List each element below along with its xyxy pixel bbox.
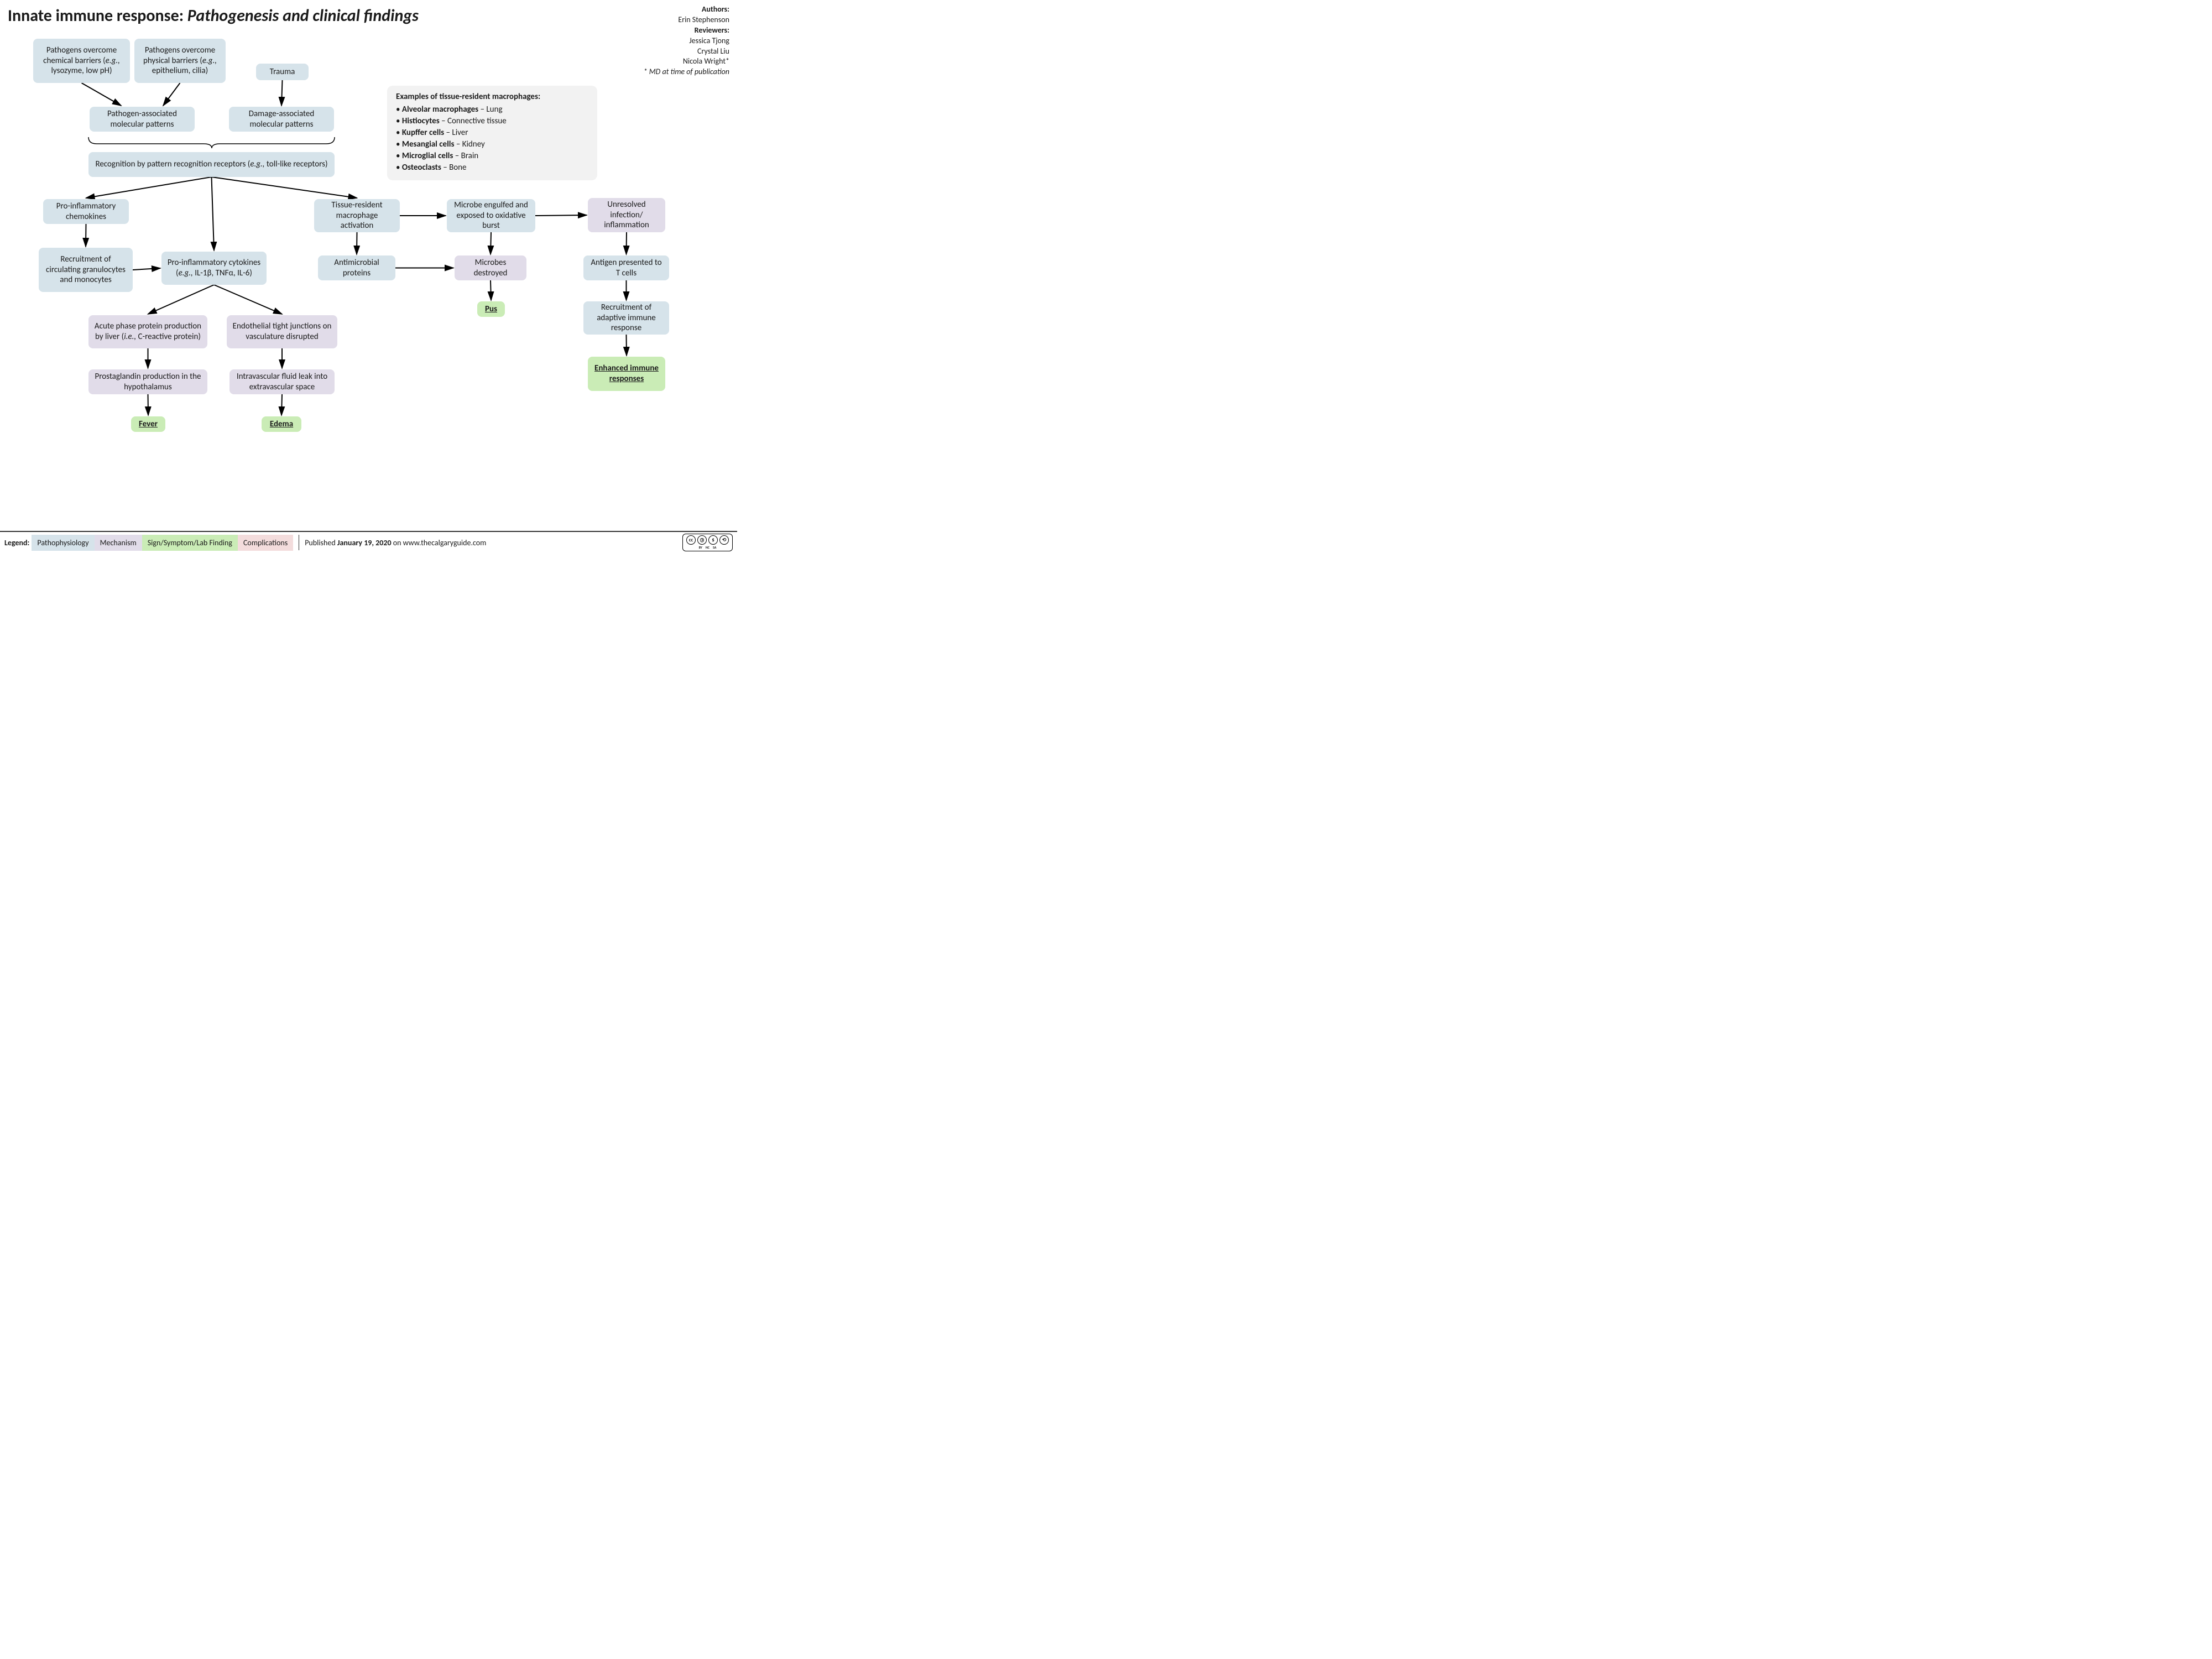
macro-item: Mesangial cells – Kidney bbox=[396, 139, 588, 150]
legend-item: Pathophysiology bbox=[32, 535, 94, 551]
flow-node-n9: Pro-inflammatory cytokines (e.g., IL-1β,… bbox=[161, 252, 267, 285]
flow-node-n24: Edema bbox=[262, 416, 301, 432]
flow-node-n14: Pus bbox=[477, 301, 505, 317]
macro-title: Examples of tissue-resident macrophages: bbox=[396, 91, 588, 103]
legend-item: Complications bbox=[238, 535, 293, 551]
published-info: Published January 19, 2020 on www.thecal… bbox=[305, 538, 486, 547]
title-sub: Pathogenesis and clinical findings bbox=[187, 6, 419, 26]
macro-item: Osteoclasts – Bone bbox=[396, 162, 588, 174]
macro-item: Microglial cells – Brain bbox=[396, 150, 588, 162]
cc-license-badge: cc 🄯 $ ⟲ BYNCSA bbox=[682, 534, 733, 551]
macrophage-examples-box: Examples of tissue-resident macrophages:… bbox=[387, 86, 597, 180]
flow-node-n1: Pathogens overcome chemical barriers (e.… bbox=[33, 39, 130, 83]
flow-node-n15: Unresolved infection/ inflammation bbox=[588, 198, 665, 232]
flow-node-n10: Tissue-resident macrophage activation bbox=[314, 199, 400, 232]
authors-header: Authors: bbox=[644, 4, 729, 15]
nc-icon: $ bbox=[708, 535, 718, 545]
reviewers-header: Reviewers: bbox=[644, 25, 729, 36]
reviewer-name: Crystal Liu bbox=[644, 46, 729, 57]
flow-node-n16: Antigen presented to T cells bbox=[583, 255, 669, 280]
reviewer-name: Nicola Wright* bbox=[644, 56, 729, 67]
sa-icon: ⟲ bbox=[719, 535, 729, 545]
flow-node-n2: Pathogens overcome physical barriers (e.… bbox=[134, 39, 226, 83]
cc-icon: cc bbox=[686, 535, 696, 545]
flow-node-n18: Enhanced immune responses bbox=[588, 357, 665, 391]
flow-node-n5: Damage-associated molecular patterns bbox=[229, 107, 334, 132]
legend-items: PathophysiologyMechanismSign/Symptom/Lab… bbox=[32, 535, 293, 551]
flow-node-n21: Fever bbox=[131, 416, 165, 432]
by-icon: 🄯 bbox=[697, 535, 707, 545]
flow-node-n22: Endothelial tight junctions on vasculatu… bbox=[227, 315, 337, 348]
author-name: Erin Stephenson bbox=[644, 15, 729, 25]
flow-node-n8: Recruitment of circulating granulocytes … bbox=[39, 248, 133, 292]
flow-node-n4: Pathogen-associated molecular patterns bbox=[90, 107, 195, 132]
macro-item: Alveolar macrophages – Lung bbox=[396, 104, 588, 116]
flow-node-n11: Antimicrobial proteins bbox=[318, 255, 395, 280]
flow-node-n6: Recognition by pattern recognition recep… bbox=[88, 152, 335, 177]
macro-item: Kupffer cells – Liver bbox=[396, 127, 588, 139]
credits-block: Authors: Erin Stephenson Reviewers: Jess… bbox=[644, 4, 729, 77]
flow-node-n20: Prostaglandin production in the hypothal… bbox=[88, 369, 207, 394]
flow-node-n7: Pro-inflammatory chemokines bbox=[43, 199, 129, 224]
legend-item: Mechanism bbox=[95, 535, 142, 551]
flow-node-n12: Microbe engulfed and exposed to oxidativ… bbox=[447, 199, 535, 232]
flow-node-n19: Acute phase protein production by liver … bbox=[88, 315, 207, 348]
title-main: Innate immune response: bbox=[8, 6, 184, 26]
credits-note: * MD at time of publication bbox=[644, 67, 729, 77]
legend-item: Sign/Symptom/Lab Finding bbox=[142, 535, 238, 551]
flow-node-n13: Microbes destroyed bbox=[455, 255, 526, 280]
flow-node-n17: Recruitment of adaptive immune response bbox=[583, 301, 669, 335]
page-title: Innate immune response: Pathogenesis and… bbox=[8, 6, 419, 26]
reviewer-name: Jessica Tjong bbox=[644, 36, 729, 46]
flow-node-n23: Intravascular fluid leak into extravascu… bbox=[229, 369, 335, 394]
legend-footer: Legend: PathophysiologyMechanismSign/Sym… bbox=[0, 531, 737, 553]
macro-list: Alveolar macrophages – LungHistiocytes –… bbox=[396, 104, 588, 174]
flow-node-n3: Trauma bbox=[256, 64, 309, 80]
macro-item: Histiocytes – Connective tissue bbox=[396, 116, 588, 127]
legend-label: Legend: bbox=[4, 538, 29, 547]
